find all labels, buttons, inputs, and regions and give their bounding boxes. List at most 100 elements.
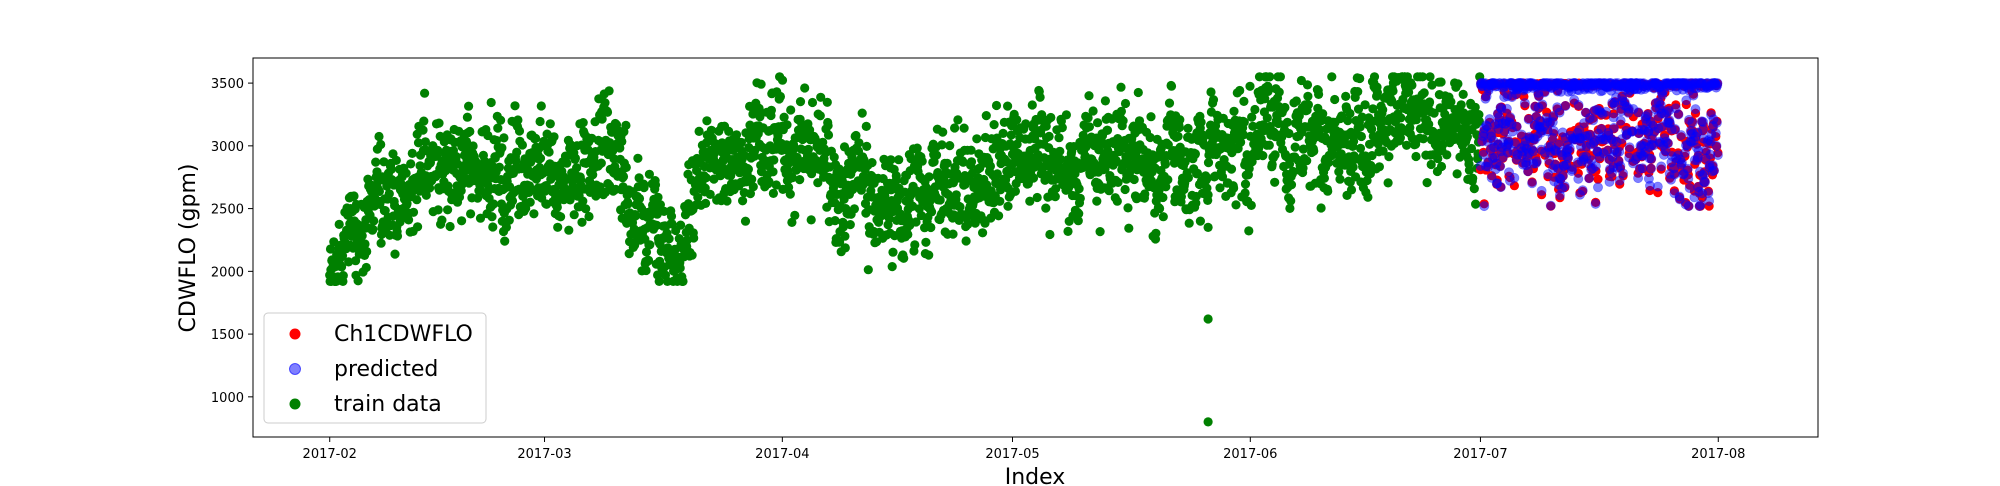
- train-data-point: [743, 164, 754, 174]
- train-data-point: [565, 195, 575, 205]
- train-data-point: [623, 199, 633, 209]
- train-data-point: [1294, 111, 1304, 121]
- train-data-point: [1364, 113, 1374, 123]
- train-data-point: [953, 115, 963, 125]
- train-data-point: [1265, 72, 1275, 82]
- train-data-point: [782, 120, 792, 130]
- train-data-point: [1123, 203, 1133, 213]
- predicted-point: [1588, 115, 1599, 126]
- train-data-point: [406, 159, 416, 169]
- points-layer: [325, 72, 1723, 427]
- train-data-point: [621, 120, 631, 130]
- train-data-point: [542, 129, 552, 139]
- train-data-point: [966, 157, 977, 167]
- train-data-point: [597, 114, 607, 124]
- train-data-point: [1474, 116, 1484, 126]
- legend-marker-train-data: [289, 398, 301, 410]
- train-data-point: [764, 177, 774, 187]
- predicted-point: [1601, 106, 1612, 117]
- train-data-point: [1145, 132, 1155, 143]
- train-data-point: [1388, 86, 1398, 96]
- train-data-point: [722, 196, 732, 206]
- predicted-point: [1684, 183, 1695, 194]
- train-data-point: [618, 171, 629, 182]
- train-data-point: [531, 133, 541, 143]
- train-data-point: [1378, 105, 1388, 115]
- predicted-point: [1537, 99, 1548, 110]
- train-data-point: [526, 155, 537, 165]
- train-data-point: [353, 276, 363, 286]
- train-data-point: [1100, 96, 1110, 106]
- train-data-point: [1044, 131, 1054, 141]
- train-data-point: [787, 217, 797, 227]
- predicted-point: [1652, 181, 1663, 192]
- train-data-point: [493, 123, 503, 133]
- train-data-point: [1270, 150, 1280, 160]
- train-data-point: [1239, 96, 1249, 106]
- train-data-point: [1027, 100, 1037, 110]
- train-data-point: [525, 197, 535, 207]
- train-data-point: [1372, 88, 1382, 98]
- train-data-point: [357, 231, 367, 241]
- predicted-point: [1531, 156, 1542, 167]
- predicted-point: [1593, 182, 1604, 193]
- train-data-point: [887, 262, 897, 272]
- train-data-point: [748, 182, 758, 192]
- train-data-point: [1248, 121, 1258, 131]
- train-data-point: [374, 131, 384, 142]
- train-data-point: [981, 111, 991, 121]
- train-data-point: [1384, 152, 1394, 162]
- train-data-point: [945, 141, 955, 151]
- train-data-point: [1041, 203, 1051, 213]
- train-data-point: [486, 97, 496, 108]
- train-data-point: [861, 121, 871, 131]
- predicted-point: [1687, 117, 1698, 128]
- x-tick-label: 2017-05: [985, 447, 1039, 462]
- train-data-point: [1236, 137, 1246, 147]
- train-data-point: [1202, 183, 1212, 193]
- train-data-point: [951, 190, 961, 200]
- train-data-point: [1160, 159, 1170, 169]
- x-tick-label: 2017-06: [1223, 447, 1277, 462]
- predicted-point: [1709, 165, 1720, 176]
- train-data-point: [344, 257, 354, 267]
- train-data-point: [499, 133, 509, 143]
- train-data-point: [325, 244, 336, 254]
- train-data-point: [1203, 417, 1213, 427]
- train-data-point: [823, 120, 833, 131]
- train-data-point: [1116, 82, 1126, 92]
- train-data-point: [992, 169, 1002, 179]
- train-data-point: [1163, 140, 1173, 150]
- train-data-point: [1263, 84, 1274, 94]
- train-data-point: [666, 211, 677, 221]
- train-data-point: [740, 216, 751, 226]
- legend-label-ch1cdwflo: Ch1CDWFLO: [334, 322, 473, 347]
- train-data-point: [650, 180, 661, 190]
- train-data-point: [972, 134, 982, 144]
- train-data-point: [931, 150, 942, 160]
- train-data-point: [1092, 196, 1102, 206]
- train-data-point: [700, 183, 710, 193]
- legend-label-train-data: train data: [334, 392, 442, 417]
- train-data-point: [1164, 98, 1175, 108]
- train-data-point: [1404, 87, 1414, 97]
- train-data-point: [457, 216, 467, 226]
- train-data-point: [1285, 203, 1295, 213]
- train-data-point: [701, 198, 711, 208]
- train-data-point: [800, 83, 810, 93]
- x-tick-label: 2017-04: [755, 447, 809, 462]
- train-data-point: [1151, 228, 1161, 238]
- train-data-point: [600, 98, 610, 108]
- predicted-point: [1509, 172, 1520, 183]
- train-data-point: [401, 168, 411, 178]
- train-data-point: [705, 189, 715, 199]
- train-data-point: [1418, 72, 1428, 82]
- legend-marker-ch1cdwflo: [289, 328, 301, 340]
- train-data-point: [1057, 123, 1067, 133]
- train-data-point: [468, 141, 478, 151]
- train-data-point: [1315, 125, 1325, 135]
- train-data-point: [693, 192, 703, 202]
- train-data-point: [775, 91, 786, 102]
- train-data-point: [1226, 164, 1237, 174]
- train-data-point: [724, 126, 734, 136]
